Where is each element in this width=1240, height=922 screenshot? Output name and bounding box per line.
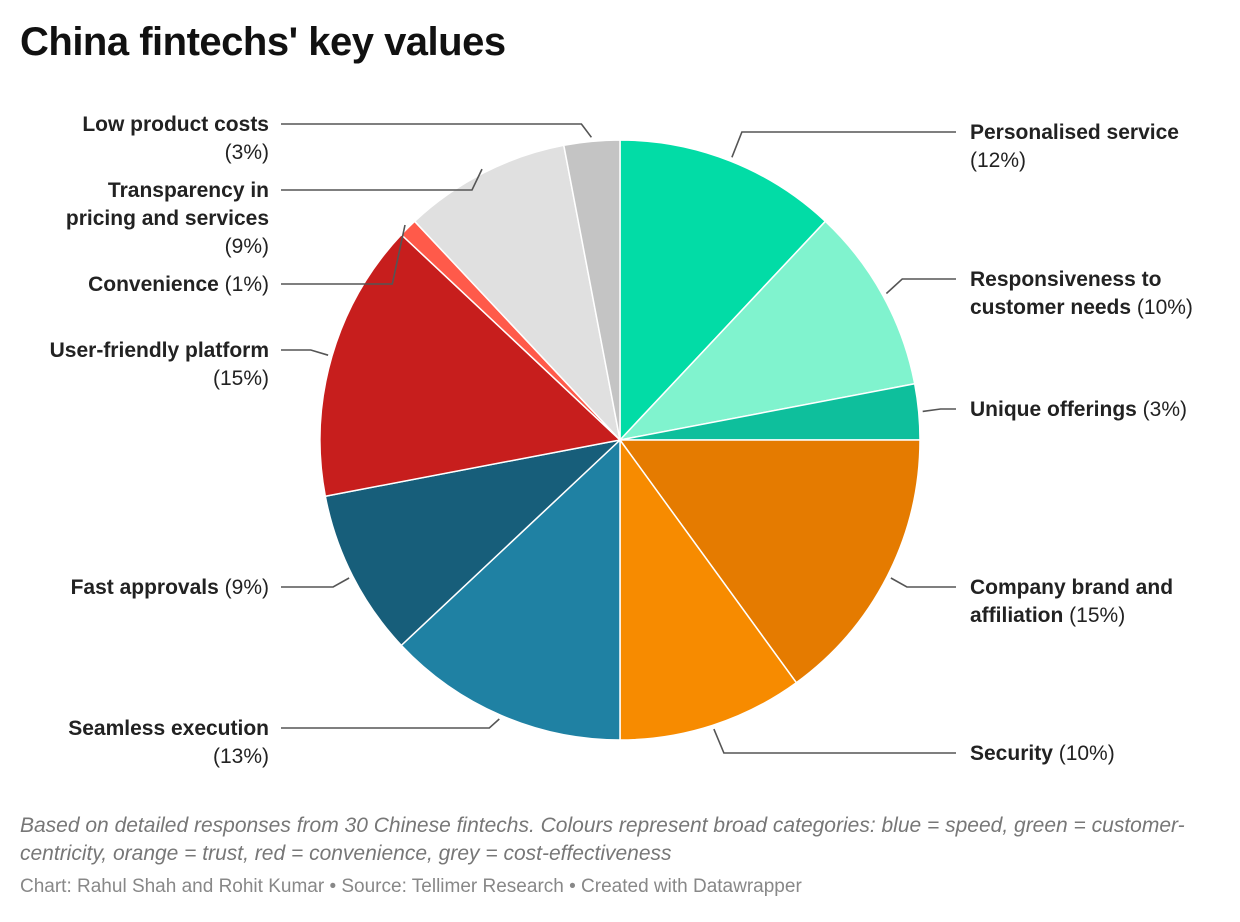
- pie-slice-security: [619, 439, 798, 741]
- slice-label-line: Fast approvals (9%): [71, 576, 269, 599]
- pie-slice-fast-approvals: [324, 439, 621, 647]
- slice-label-personalised-service: Personalised service (12%): [970, 121, 1179, 172]
- slice-label-line: Company brand and: [970, 576, 1173, 599]
- pie-slice-user-friendly-platform: [319, 233, 621, 497]
- slice-label-line: Seamless execution: [68, 717, 269, 740]
- leader-line-transparency-in-pricing-and-services: [281, 168, 483, 191]
- slice-label-line: (12%): [970, 149, 1026, 172]
- leader-line-personalised-service: [731, 131, 956, 158]
- leader-line-seamless-execution: [281, 718, 500, 729]
- slice-label-unique-offerings: Unique offerings (3%): [970, 398, 1187, 421]
- chart-notes: Based on detailed responses from 30 Chin…: [20, 814, 1185, 865]
- leader-line-fast-approvals: [281, 577, 350, 588]
- slice-label-security: Security (10%): [970, 742, 1115, 765]
- pie-slice-seamless-execution: [400, 439, 621, 741]
- slice-label-line: Unique offerings (3%): [970, 398, 1187, 421]
- slice-label-line: Personalised service: [970, 121, 1179, 144]
- slice-label-company-brand-and-affiliation: Company brand and affiliation (15%): [970, 576, 1173, 627]
- slice-label-seamless-execution: Seamless execution (13%): [68, 717, 269, 768]
- leader-line-user-friendly-platform: [281, 349, 329, 356]
- slice-label-line: (15%): [213, 367, 269, 390]
- slice-label-line: (13%): [213, 745, 269, 768]
- slice-label-line: affiliation (15%): [970, 604, 1125, 627]
- slice-label-convenience: Convenience (1%): [88, 273, 269, 296]
- slice-label-user-friendly-platform: User-friendly platform (15%): [50, 339, 269, 390]
- slice-label-responsiveness-to-customer-needs: Responsiveness to customer needs (10%): [970, 268, 1193, 319]
- slice-label-line: (3%): [225, 141, 269, 164]
- pie-slices: [319, 139, 921, 741]
- slice-label-fast-approvals: Fast approvals (9%): [71, 576, 269, 599]
- leader-line-responsiveness-to-customer-needs: [885, 278, 956, 295]
- leader-line-convenience: [281, 224, 406, 285]
- slice-label-line: Security (10%): [970, 742, 1115, 765]
- slice-label-line: Responsiveness to: [970, 268, 1161, 291]
- pie-slice-company-brand-and-affiliation: [619, 439, 921, 684]
- pie-slice-low-product-costs: [563, 139, 621, 441]
- slice-label-transparency-in-pricing-and-services: Transparency in pricing and services (9%): [66, 179, 269, 258]
- slice-label-line: (9%): [225, 235, 269, 258]
- slice-label-low-product-costs: Low product costs (3%): [82, 113, 269, 164]
- pie-slice-transparency-in-pricing-and-services: [413, 144, 621, 441]
- slice-label-line: Low product costs: [82, 113, 269, 136]
- chart-title: China fintechs' key values: [20, 20, 506, 64]
- slice-labels: Personalised service (12%) Responsiveness …: [50, 113, 1193, 768]
- slice-label-line: Convenience (1%): [88, 273, 269, 296]
- leader-line-unique-offerings: [922, 408, 956, 413]
- pie-slice-responsiveness-to-customer-needs: [619, 220, 916, 441]
- slice-label-line: User-friendly platform: [50, 339, 269, 362]
- slice-label-line: Transparency in: [108, 179, 269, 202]
- leader-line-company-brand-and-affiliation: [890, 577, 956, 588]
- leader-line-low-product-costs: [281, 123, 593, 138]
- pie-slice-personalised-service: [619, 139, 827, 441]
- pie-chart: Personalised service (12%) Responsiveness …: [50, 113, 1193, 768]
- chart-credit: Chart: Rahul Shah and Rohit Kumar • Sour…: [20, 876, 802, 897]
- leader-line-security: [713, 728, 956, 754]
- leader-lines: [281, 123, 956, 754]
- slice-label-line: pricing and services: [66, 207, 269, 230]
- slice-label-line: customer needs (10%): [970, 296, 1193, 319]
